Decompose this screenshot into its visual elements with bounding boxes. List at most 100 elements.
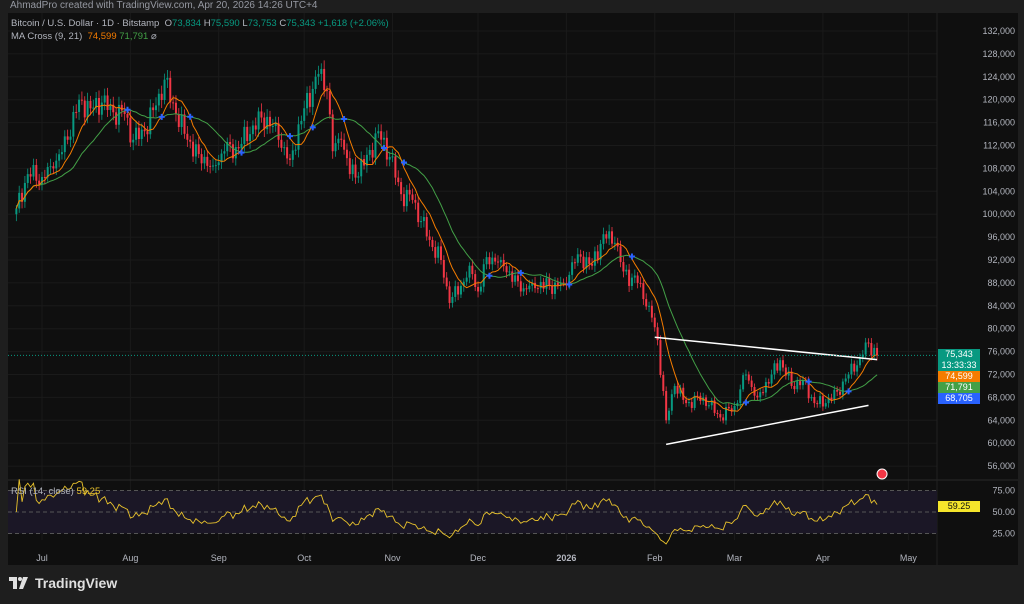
visibility-icon[interactable]: ⌀ bbox=[150, 31, 157, 42]
candle-body bbox=[391, 156, 394, 158]
x-tick-label: Feb bbox=[647, 553, 663, 563]
candle-body bbox=[277, 123, 280, 140]
candle-body bbox=[328, 91, 331, 115]
candle-body bbox=[380, 131, 383, 140]
candle-body bbox=[744, 374, 747, 376]
y-tick-label: 76,000 bbox=[987, 347, 1015, 357]
candle-body bbox=[365, 154, 368, 166]
candle-body bbox=[43, 176, 46, 178]
candle-body bbox=[206, 156, 209, 166]
candle-body bbox=[348, 158, 351, 175]
trendline bbox=[666, 404, 869, 446]
candle-body bbox=[437, 246, 440, 258]
candle-body bbox=[343, 139, 346, 150]
candle-body bbox=[528, 285, 531, 290]
candle-body bbox=[616, 242, 619, 247]
candle-body bbox=[146, 131, 149, 135]
candle-body bbox=[286, 147, 289, 159]
candle-body bbox=[465, 277, 468, 282]
price-chart[interactable]: 132,000 128,000 124,000 120,000 116,000 112,0… bbox=[8, 13, 1018, 565]
candle-body bbox=[374, 133, 377, 158]
candle-body bbox=[824, 403, 827, 407]
ma-legend[interactable]: MA Cross (9, 21) 74,599 71,791 ⌀ bbox=[11, 31, 157, 42]
open-label: O bbox=[164, 18, 173, 29]
candle-body bbox=[21, 192, 24, 202]
tradingview-logo-icon bbox=[9, 577, 28, 589]
candle-body bbox=[249, 134, 252, 142]
y-tick-label: 128,000 bbox=[982, 49, 1015, 59]
candle-body bbox=[266, 116, 269, 130]
candle-body bbox=[246, 126, 249, 142]
candle-body bbox=[556, 282, 559, 286]
candle-body bbox=[83, 100, 86, 118]
x-tick-label: Aug bbox=[122, 553, 138, 563]
candle-body bbox=[773, 363, 776, 375]
candle-body bbox=[234, 146, 237, 159]
candle-body bbox=[764, 382, 767, 393]
candle-body bbox=[821, 396, 824, 407]
candle-body bbox=[873, 347, 876, 356]
y-tick-label: 68,000 bbox=[987, 392, 1015, 402]
candle-body bbox=[474, 274, 477, 287]
y-tick-label: 96,000 bbox=[987, 232, 1015, 242]
candle-body bbox=[588, 257, 591, 264]
candle-body bbox=[60, 152, 63, 155]
y-tick-label: 84,000 bbox=[987, 301, 1015, 311]
candle-body bbox=[548, 278, 551, 286]
rsi-line bbox=[15, 479, 878, 545]
rsi-tick-label: 75.00 bbox=[992, 486, 1015, 496]
candle-body bbox=[582, 256, 585, 269]
candle-body bbox=[839, 391, 841, 395]
event-icon bbox=[876, 468, 888, 480]
ma-cross-marker bbox=[341, 115, 348, 122]
candle-body bbox=[542, 281, 545, 289]
candle-body bbox=[494, 257, 497, 262]
candle-body bbox=[434, 247, 437, 258]
candle-body bbox=[539, 281, 542, 289]
candle-body bbox=[519, 281, 522, 292]
y-tick-label: 64,000 bbox=[987, 415, 1015, 425]
candle-body bbox=[172, 102, 175, 104]
ma-cross-marker bbox=[286, 133, 293, 140]
candle-body bbox=[628, 269, 631, 286]
candle-body bbox=[750, 380, 753, 388]
ma-cross-marker bbox=[309, 124, 316, 131]
candle-body bbox=[522, 288, 525, 292]
candle-body bbox=[827, 397, 830, 404]
ma-fast-line bbox=[15, 88, 878, 412]
chart-panel[interactable]: 132,000 128,000 124,000 120,000 116,000 112,0… bbox=[8, 13, 1018, 565]
candle-body bbox=[49, 166, 52, 168]
candle-body bbox=[722, 417, 725, 421]
candle-body bbox=[388, 156, 391, 160]
candle-body bbox=[95, 98, 98, 108]
last-price-badge: 75,343 13:33:33 bbox=[938, 349, 980, 371]
candle-body bbox=[457, 286, 460, 295]
candle-body bbox=[801, 380, 804, 386]
candle-body bbox=[155, 105, 157, 111]
candle-body bbox=[120, 104, 123, 111]
y-tick-label: 88,000 bbox=[987, 278, 1015, 288]
candle-body bbox=[69, 136, 72, 140]
candle-body bbox=[214, 165, 217, 167]
tradingview-logo[interactable]: TradingView bbox=[9, 575, 117, 591]
candle-body bbox=[551, 285, 554, 294]
candle-body bbox=[844, 378, 847, 382]
candle-body bbox=[602, 234, 605, 244]
symbol-legend[interactable]: Bitcoin / U.S. Dollar · 1D · Bitstamp O7… bbox=[11, 18, 389, 29]
candle-body bbox=[86, 100, 89, 118]
rsi-tick-label: 25.00 bbox=[992, 529, 1015, 539]
candle-body bbox=[397, 177, 400, 183]
candle-body bbox=[841, 381, 844, 395]
candle-body bbox=[725, 406, 727, 421]
ma-cross-marker bbox=[845, 388, 852, 395]
ma-cross-marker bbox=[187, 113, 194, 120]
candle-body bbox=[217, 162, 220, 166]
candle-body bbox=[394, 156, 397, 178]
candle-body bbox=[357, 176, 360, 178]
candle-body bbox=[425, 217, 428, 237]
candle-body bbox=[847, 374, 850, 379]
rsi-legend[interactable]: RSI (14, close) 59.25 bbox=[11, 486, 100, 497]
rsi-tick-label: 50.00 bbox=[992, 507, 1015, 517]
candle-body bbox=[662, 374, 665, 392]
candle-body bbox=[619, 246, 622, 263]
